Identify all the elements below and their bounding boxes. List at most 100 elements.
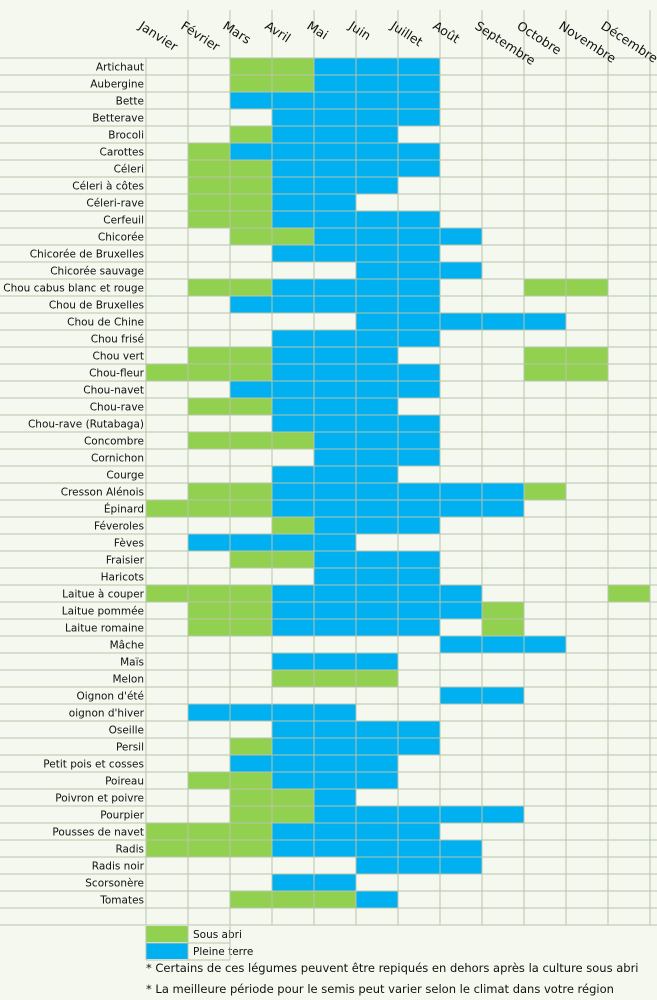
- cell-sous-abri: [524, 483, 566, 500]
- row-label: Courge: [106, 470, 144, 482]
- row-label: Persil: [116, 742, 144, 754]
- cell-pleine-terre: [356, 262, 398, 279]
- footnote-2: * La meilleure période pour le semis peu…: [146, 982, 614, 996]
- cell-pleine-terre: [272, 772, 314, 789]
- cell-pleine-terre: [398, 296, 440, 313]
- row-label: Cresson Alénois: [61, 487, 144, 499]
- cell-pleine-terre: [230, 143, 272, 160]
- cell-sous-abri: [272, 891, 314, 908]
- cell-pleine-terre: [356, 806, 398, 823]
- cell-sous-abri: [230, 806, 272, 823]
- cell-pleine-terre: [272, 602, 314, 619]
- cell-pleine-terre: [356, 721, 398, 738]
- row-label: Poivron et poivre: [55, 793, 144, 805]
- cell-sous-abri: [482, 619, 524, 636]
- cell-pleine-terre: [398, 330, 440, 347]
- row-label: Chou-fleur: [89, 368, 145, 380]
- cell-pleine-terre: [356, 364, 398, 381]
- row-label: oignon d'hiver: [69, 708, 145, 720]
- row-label: Cerfeuil: [103, 215, 144, 227]
- cell-pleine-terre: [482, 687, 524, 704]
- cell-pleine-terre: [272, 619, 314, 636]
- cell-pleine-terre: [272, 279, 314, 296]
- cell-pleine-terre: [440, 262, 482, 279]
- cell-sous-abri: [230, 483, 272, 500]
- cell-pleine-terre: [272, 194, 314, 211]
- cell-pleine-terre: [272, 177, 314, 194]
- cell-sous-abri: [146, 364, 188, 381]
- cell-sous-abri: [230, 75, 272, 92]
- cell-pleine-terre: [356, 415, 398, 432]
- cell-pleine-terre: [356, 398, 398, 415]
- cell-pleine-terre: [356, 857, 398, 874]
- cell-pleine-terre: [314, 619, 356, 636]
- legend-label: Pleine terre: [193, 946, 253, 958]
- cell-pleine-terre: [356, 517, 398, 534]
- cell-pleine-terre: [398, 92, 440, 109]
- month-label: Juillet: [388, 17, 426, 49]
- cell-pleine-terre: [272, 466, 314, 483]
- cell-pleine-terre: [272, 398, 314, 415]
- cell-pleine-terre: [314, 449, 356, 466]
- month-label: Mars: [220, 18, 253, 47]
- cell-sous-abri: [272, 432, 314, 449]
- cell-sous-abri: [188, 160, 230, 177]
- cell-pleine-terre: [398, 160, 440, 177]
- cell-pleine-terre: [272, 330, 314, 347]
- row-label: Céleri à côtes: [72, 181, 144, 193]
- cell-pleine-terre: [314, 874, 356, 891]
- cell-pleine-terre: [398, 840, 440, 857]
- cell-pleine-terre: [356, 568, 398, 585]
- cell-pleine-terre: [314, 653, 356, 670]
- cell-pleine-terre: [398, 143, 440, 160]
- cell-pleine-terre: [314, 398, 356, 415]
- cell-sous-abri: [188, 279, 230, 296]
- cell-sous-abri: [230, 891, 272, 908]
- row-label: Pousses de navet: [52, 827, 144, 839]
- cell-pleine-terre: [314, 211, 356, 228]
- cell-sous-abri: [566, 347, 608, 364]
- cell-pleine-terre: [314, 143, 356, 160]
- cell-pleine-terre: [356, 653, 398, 670]
- cell-sous-abri: [524, 364, 566, 381]
- cell-sous-abri: [230, 279, 272, 296]
- cell-pleine-terre: [398, 381, 440, 398]
- cell-pleine-terre: [188, 704, 230, 721]
- cell-pleine-terre: [482, 483, 524, 500]
- cell-pleine-terre: [314, 364, 356, 381]
- cell-pleine-terre: [272, 364, 314, 381]
- row-label: Oseille: [109, 725, 144, 737]
- cell-pleine-terre: [314, 245, 356, 262]
- cell-pleine-terre: [356, 177, 398, 194]
- cell-pleine-terre: [440, 687, 482, 704]
- cell-sous-abri: [188, 840, 230, 857]
- row-label: Scorsonère: [85, 878, 144, 890]
- row-label: Carottes: [100, 147, 144, 159]
- cell-sous-abri: [524, 279, 566, 296]
- cell-pleine-terre: [524, 313, 566, 330]
- cell-sous-abri: [272, 806, 314, 823]
- cell-pleine-terre: [398, 551, 440, 568]
- cell-pleine-terre: [440, 840, 482, 857]
- cell-pleine-terre: [314, 738, 356, 755]
- cell-pleine-terre: [272, 738, 314, 755]
- cell-pleine-terre: [272, 245, 314, 262]
- cell-sous-abri: [230, 364, 272, 381]
- cell-pleine-terre: [398, 109, 440, 126]
- cell-pleine-terre: [272, 840, 314, 857]
- row-label: Oignon d'été: [76, 691, 144, 703]
- cell-sous-abri: [146, 823, 188, 840]
- row-label: Laitue romaine: [65, 623, 144, 635]
- month-label: Février: [178, 18, 223, 54]
- row-label: Chicorée sauvage: [50, 266, 144, 278]
- cell-pleine-terre: [272, 92, 314, 109]
- legend-label: Sous abri: [193, 929, 242, 941]
- row-label: Fraisier: [106, 555, 145, 567]
- row-label: Chou-rave: [90, 402, 144, 414]
- cell-sous-abri: [230, 228, 272, 245]
- row-label: Céleri: [114, 164, 144, 176]
- cell-pleine-terre: [398, 262, 440, 279]
- cell-sous-abri: [230, 823, 272, 840]
- cell-sous-abri: [230, 126, 272, 143]
- cell-pleine-terre: [356, 432, 398, 449]
